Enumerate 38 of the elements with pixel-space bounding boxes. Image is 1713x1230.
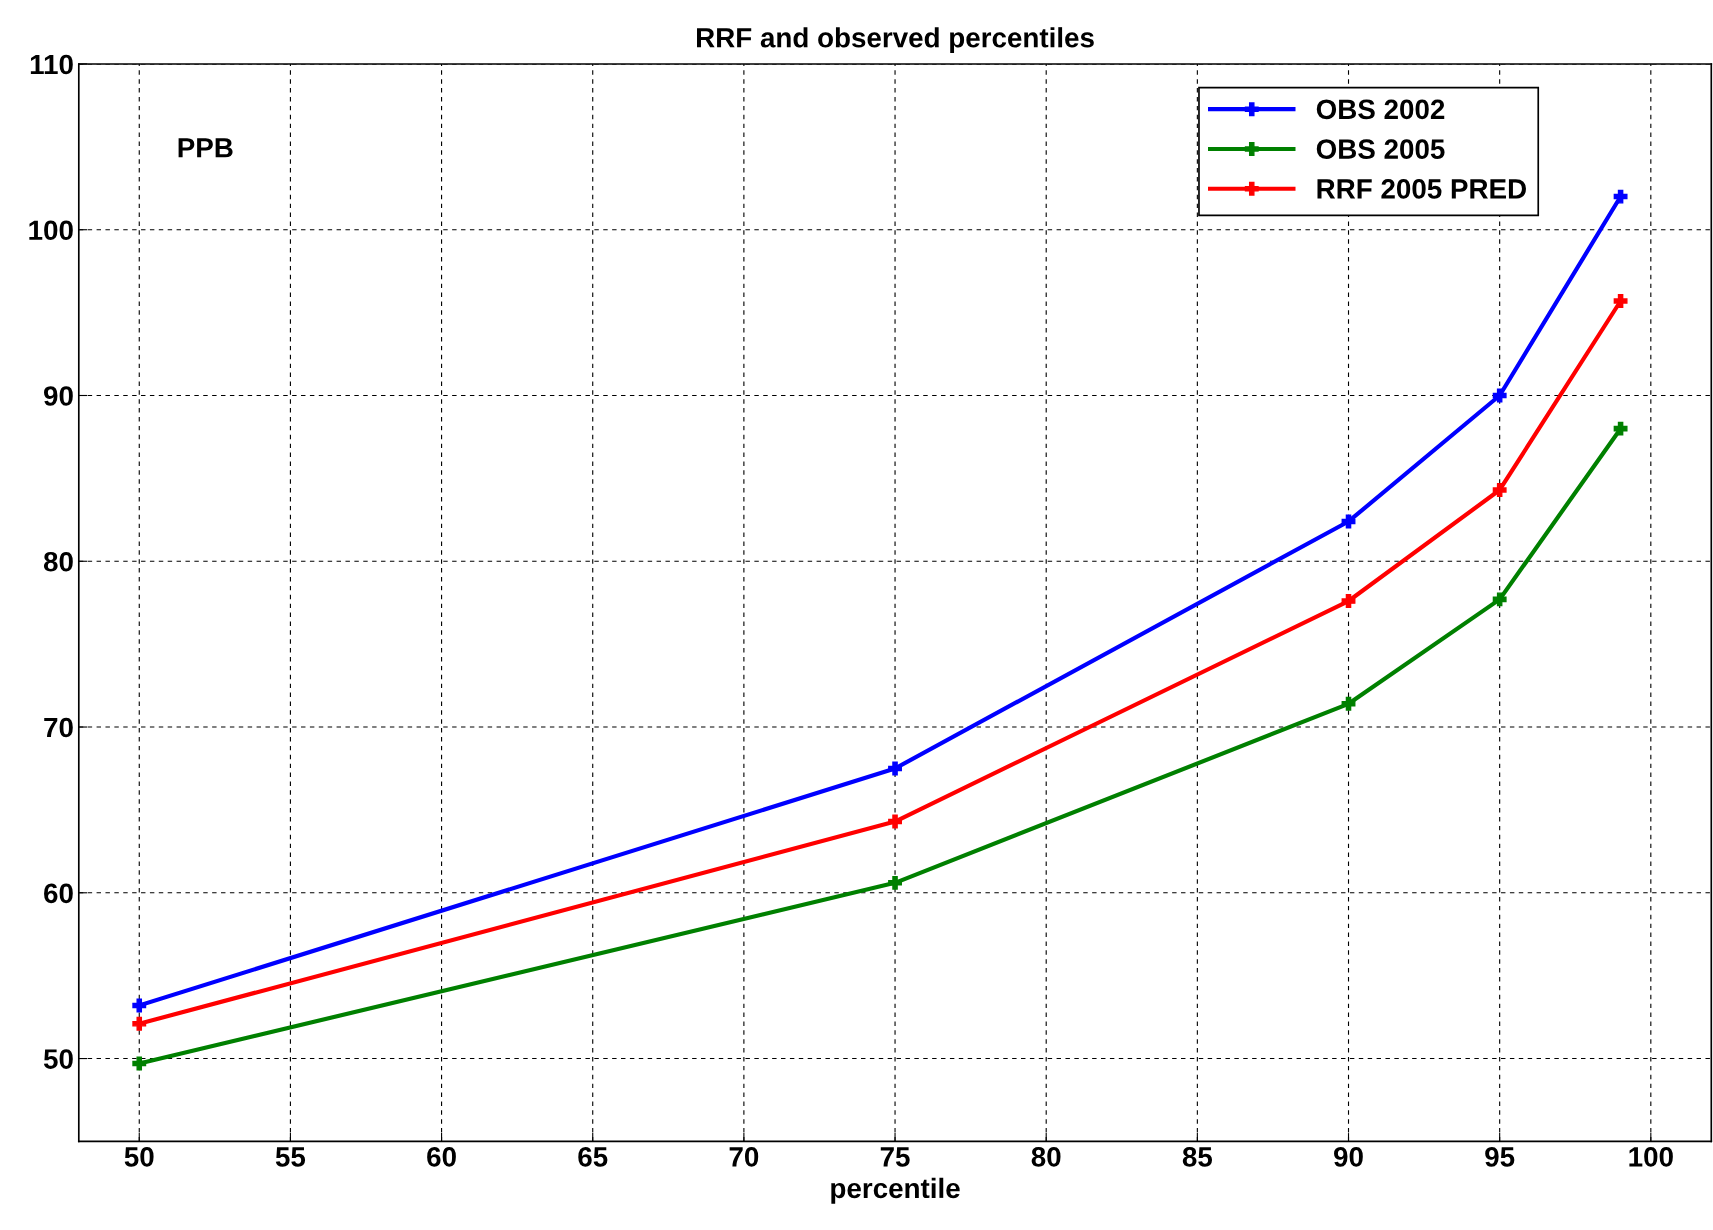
x-tick-label: 60 bbox=[427, 1147, 456, 1167]
point bbox=[1341, 696, 1356, 711]
legend-label: RRF 2005 PRED bbox=[1317, 179, 1526, 199]
y-tick-label: 60 bbox=[44, 883, 73, 904]
point bbox=[1613, 421, 1628, 436]
point bbox=[132, 1016, 147, 1031]
x-tick-label: 80 bbox=[1031, 1147, 1061, 1167]
x-tick-label: 95 bbox=[1485, 1147, 1515, 1167]
x-tick-label: 65 bbox=[578, 1147, 608, 1167]
x-axis-title: percentile bbox=[831, 1177, 960, 1204]
x-tick-label: 50 bbox=[124, 1147, 154, 1167]
point bbox=[1341, 594, 1356, 608]
chart-title: RRF and observed percentiles bbox=[697, 27, 1094, 54]
x-tick-label: 70 bbox=[729, 1147, 759, 1167]
point bbox=[1613, 189, 1628, 204]
x-tick-label: 90 bbox=[1334, 1147, 1363, 1167]
legend-label: OBS 2005 bbox=[1316, 139, 1445, 159]
point bbox=[1492, 592, 1507, 607]
x-tick-label: 75 bbox=[880, 1147, 910, 1167]
point bbox=[888, 814, 902, 829]
point bbox=[888, 875, 902, 890]
y-tick-label: 50 bbox=[43, 1049, 73, 1069]
point bbox=[1492, 483, 1507, 497]
point bbox=[132, 1056, 147, 1071]
point bbox=[1613, 294, 1628, 308]
x-tick-label: 55 bbox=[275, 1147, 306, 1167]
annotation: PPB bbox=[178, 138, 233, 158]
y-tick-label: 70 bbox=[44, 717, 73, 738]
point bbox=[132, 998, 147, 1013]
x-tick-label: 85 bbox=[1182, 1147, 1213, 1167]
point bbox=[1492, 388, 1507, 403]
x-tick-label: 100 bbox=[1629, 1147, 1673, 1167]
y-tick-label: 80 bbox=[43, 551, 73, 572]
y-tick-label: 110 bbox=[30, 54, 73, 75]
y-tick-label: 100 bbox=[29, 220, 73, 241]
point bbox=[888, 761, 902, 776]
y-tick-label: 90 bbox=[44, 386, 73, 406]
legend-label: OBS 2002 bbox=[1316, 99, 1445, 120]
